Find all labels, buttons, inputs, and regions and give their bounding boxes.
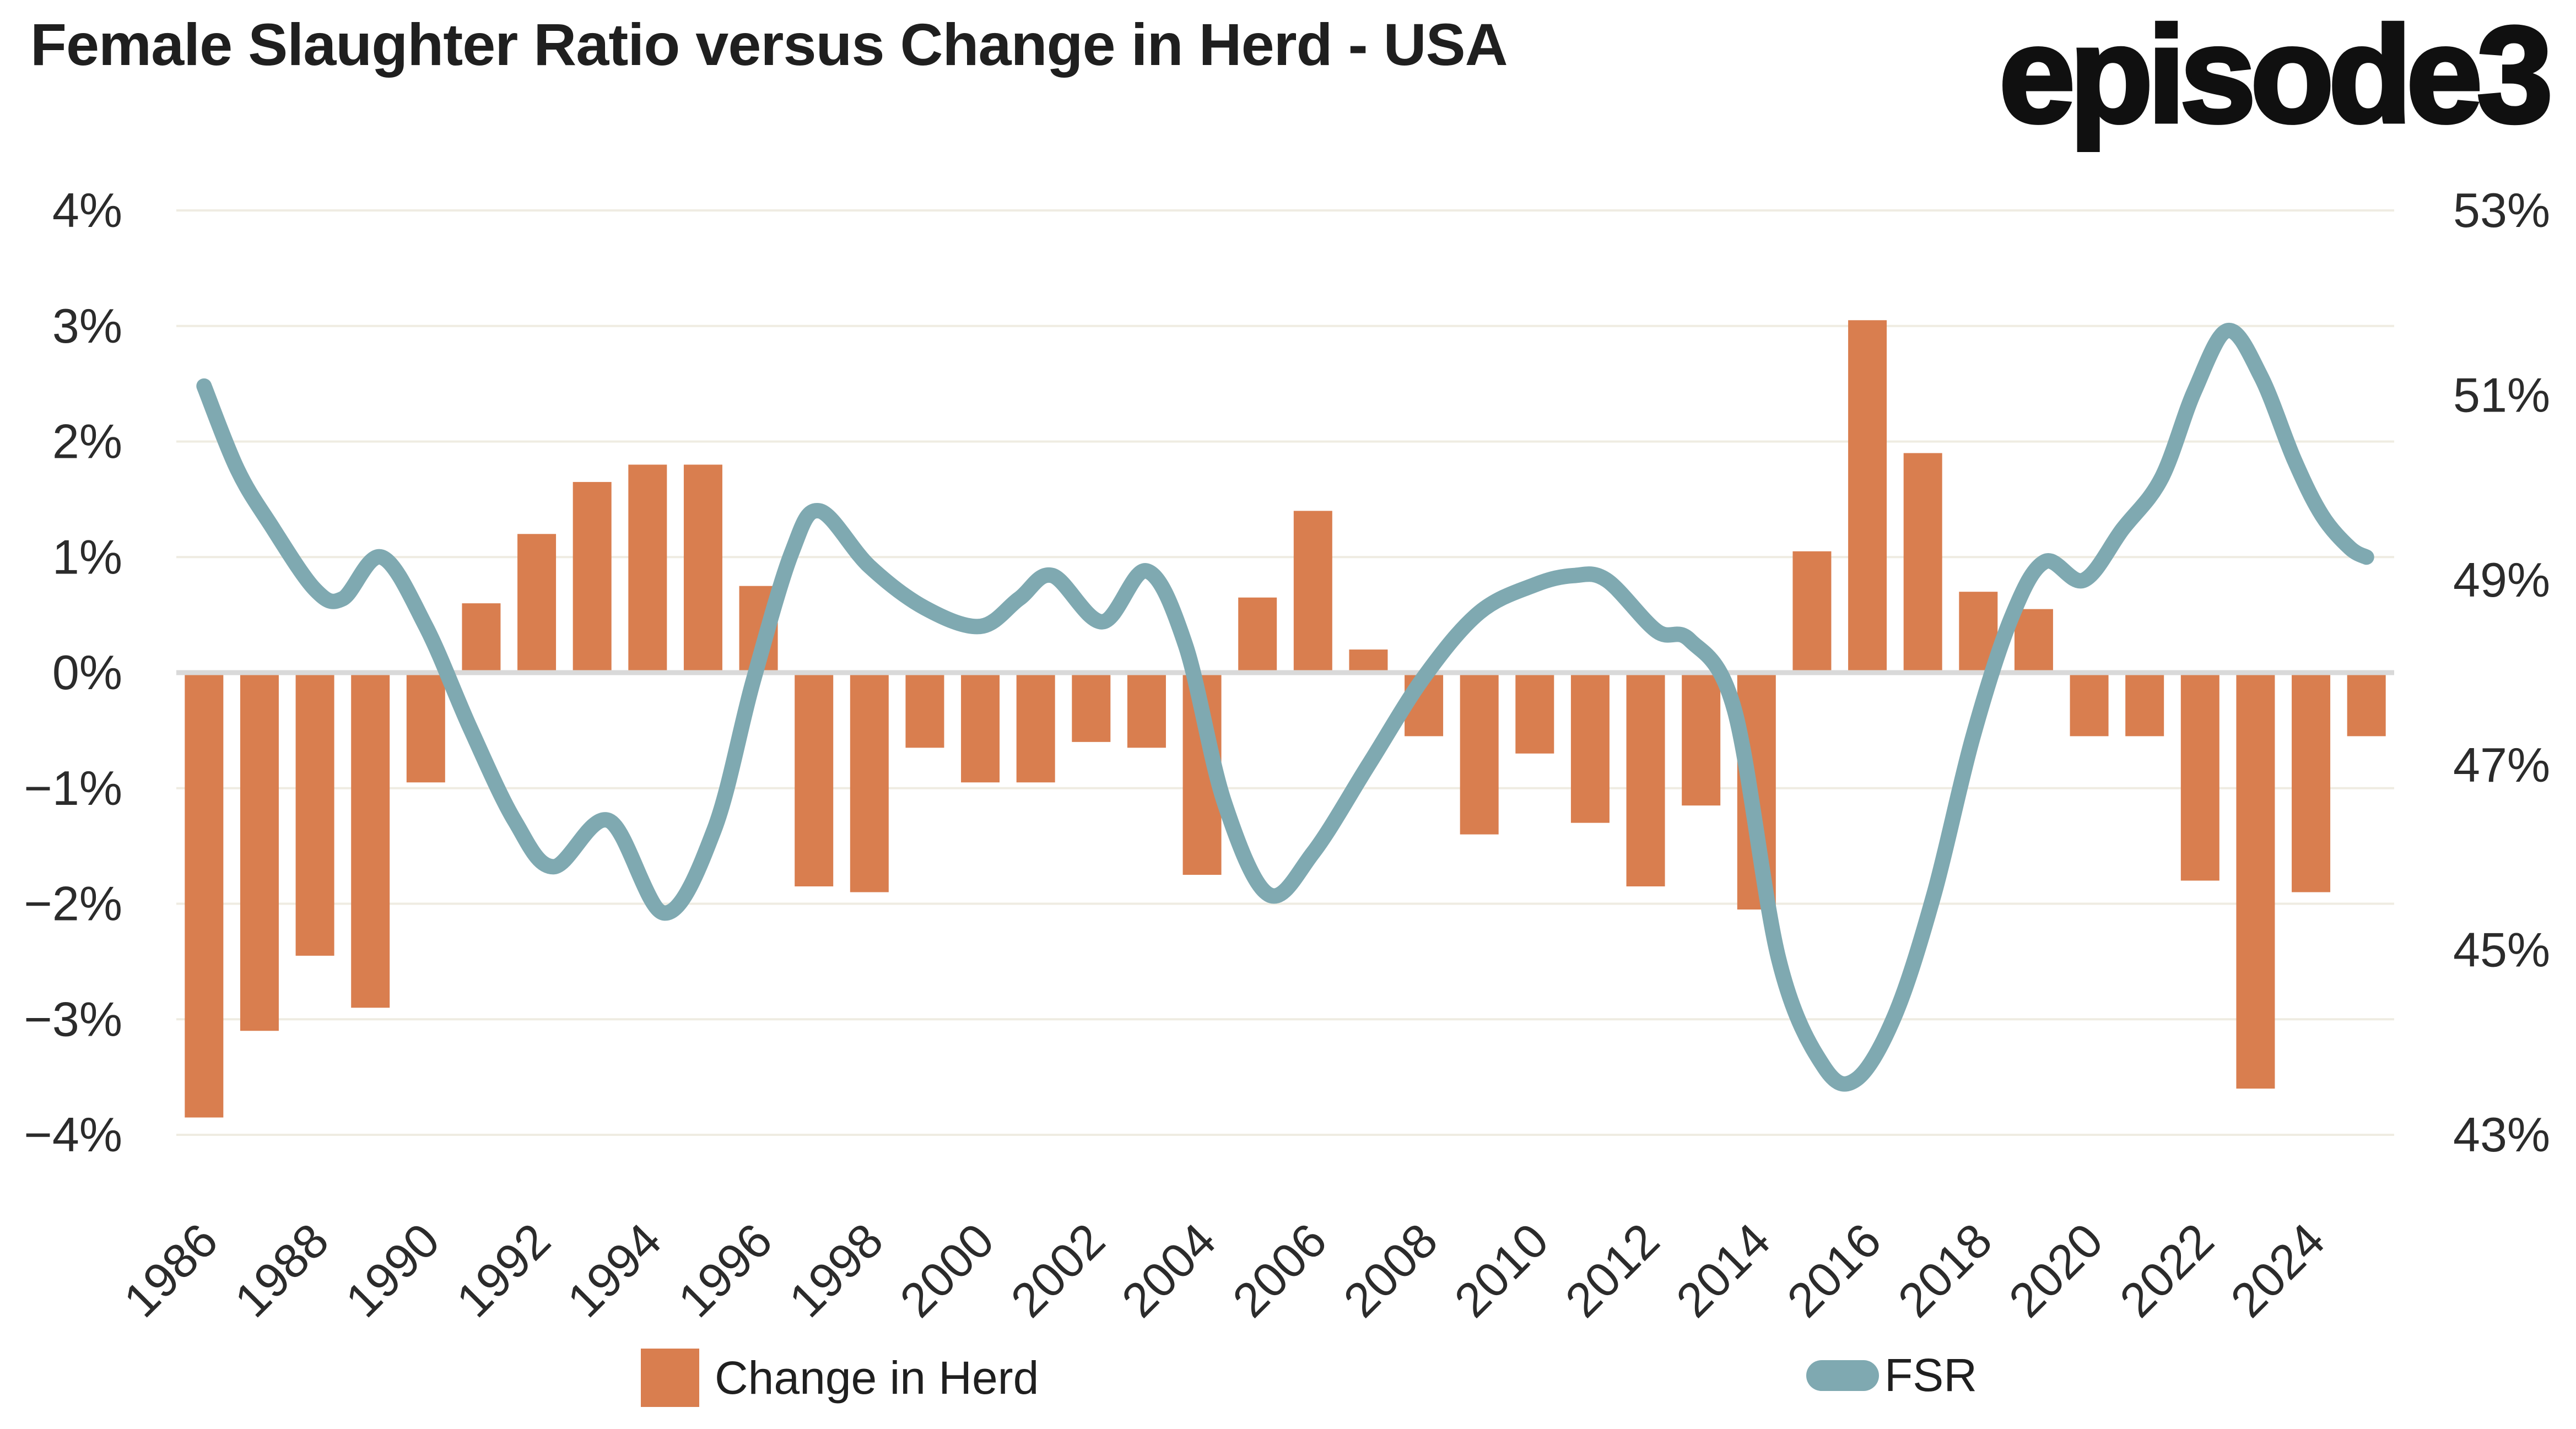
bar-2006 xyxy=(1293,511,1332,673)
bar-2003 xyxy=(1127,673,1166,748)
y-axis-left-tick: −1% xyxy=(24,761,122,815)
legend-swatch-line xyxy=(1806,1360,1879,1391)
y-axis-left-tick: 3% xyxy=(52,299,122,353)
y-axis-right-tick: 53% xyxy=(2453,183,2550,237)
x-axis-tick: 2014 xyxy=(1666,1213,1780,1327)
bar-1997 xyxy=(795,673,834,887)
y-axis-right-tick: 49% xyxy=(2453,553,2550,607)
bar-2000 xyxy=(961,673,1000,783)
legend-label-fsr: FSR xyxy=(1884,1349,1977,1401)
x-axis-tick: 2010 xyxy=(1444,1213,1558,1327)
bar-2019 xyxy=(2014,609,2053,673)
y-axis-right-tick: 45% xyxy=(2453,922,2550,977)
x-axis-tick: 2024 xyxy=(2220,1213,2335,1327)
fsr-line xyxy=(196,323,2374,1092)
bar-2025 xyxy=(2347,673,2386,737)
bar-1993 xyxy=(573,481,612,673)
legend-item-change-in-herd: Change in Herd xyxy=(641,1349,1039,1407)
y-axis-left-tick: 2% xyxy=(52,414,122,469)
x-axis-tick: 2008 xyxy=(1333,1213,1448,1327)
x-axis-tick: 2004 xyxy=(1111,1213,1226,1327)
bar-2021 xyxy=(2125,673,2164,737)
bar-1989 xyxy=(351,673,390,1008)
y-axis-left-tick: −4% xyxy=(24,1107,122,1162)
bar-2012 xyxy=(1626,673,1665,887)
bar-2017 xyxy=(1903,453,1942,673)
bar-1986 xyxy=(185,673,224,1118)
y-axis-left-tick: 1% xyxy=(52,529,122,584)
bar-2023 xyxy=(2236,673,2275,1089)
y-axis-left-tick: −3% xyxy=(24,992,122,1046)
x-axis-tick: 1992 xyxy=(446,1213,560,1327)
x-axis-tick: 1990 xyxy=(335,1213,450,1327)
bar-2013 xyxy=(1682,673,1721,806)
x-axis-tick: 1996 xyxy=(668,1213,782,1327)
y-axis-right-tick: 51% xyxy=(2453,368,2550,423)
bar-2024 xyxy=(2292,673,2331,892)
y-axis-right-tick: 47% xyxy=(2453,738,2550,792)
bar-1990 xyxy=(406,673,445,783)
x-axis-tick: 1998 xyxy=(779,1213,893,1327)
legend-label-change-in-herd: Change in Herd xyxy=(715,1351,1039,1404)
x-axis-tick: 2020 xyxy=(1999,1213,2113,1327)
bar-2010 xyxy=(1515,673,1554,754)
bar-2022 xyxy=(2180,673,2219,881)
bar-1992 xyxy=(517,534,557,673)
x-axis-tick: 2002 xyxy=(1000,1213,1115,1327)
x-axis-tick: 2018 xyxy=(1887,1213,2002,1327)
bar-2005 xyxy=(1238,597,1277,673)
bar-2009 xyxy=(1460,673,1499,835)
chart-title: Female Slaughter Ratio versus Change in … xyxy=(30,11,1508,78)
bar-2007 xyxy=(1349,649,1388,673)
bar-1999 xyxy=(905,673,944,748)
x-axis-tick: 2000 xyxy=(889,1213,1004,1327)
x-axis-tick: 1994 xyxy=(557,1213,671,1327)
y-axis-left-tick: −2% xyxy=(24,876,122,931)
bar-1994 xyxy=(628,464,667,673)
y-axis-right-tick: 43% xyxy=(2453,1107,2550,1162)
bar-2020 xyxy=(2070,673,2109,737)
bar-2011 xyxy=(1570,673,1610,823)
x-axis-tick: 1988 xyxy=(224,1213,339,1327)
legend-item-fsr: FSR xyxy=(1806,1349,1977,1402)
bar-2001 xyxy=(1016,673,1055,783)
x-axis-tick: 2006 xyxy=(1222,1213,1337,1327)
x-axis-tick: 2016 xyxy=(1776,1213,1891,1327)
y-axis-left-tick: 0% xyxy=(52,645,122,700)
y-axis-left-tick: 4% xyxy=(52,183,122,237)
x-axis-tick: 2012 xyxy=(1555,1213,1670,1327)
bar-1991 xyxy=(462,603,501,673)
bar-2002 xyxy=(1072,673,1111,742)
legend-swatch-bar xyxy=(641,1349,699,1407)
bar-1995 xyxy=(683,464,722,673)
bar-2015 xyxy=(1792,551,1832,673)
bar-2016 xyxy=(1848,320,1887,673)
bar-1987 xyxy=(240,673,279,1031)
bar-1988 xyxy=(295,673,334,956)
x-axis-tick: 2022 xyxy=(2109,1213,2224,1327)
brand-logo-episode3: episode3 xyxy=(1997,0,2555,153)
bar-1998 xyxy=(850,673,889,892)
x-axis-tick: 1986 xyxy=(113,1213,228,1327)
